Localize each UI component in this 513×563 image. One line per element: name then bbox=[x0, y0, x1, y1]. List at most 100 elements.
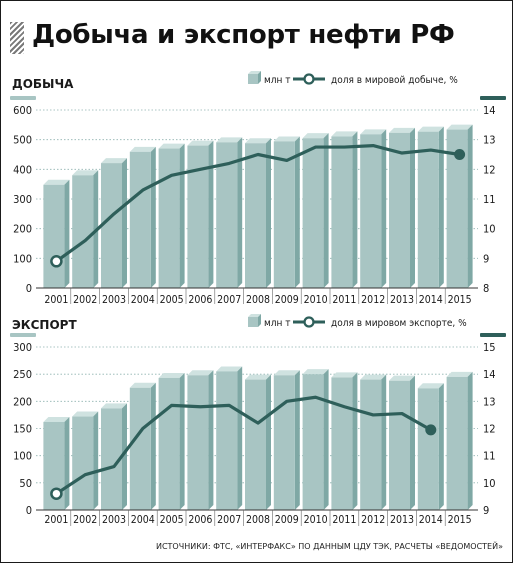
y-tick-left: 100 bbox=[13, 252, 32, 265]
bar-top bbox=[216, 137, 243, 143]
y-tick-right: 14 bbox=[483, 368, 496, 381]
x-tick-label: 2008 bbox=[246, 294, 270, 306]
legend-line-label: доля в мировой добыче, % bbox=[331, 74, 458, 86]
bar-top bbox=[331, 131, 358, 137]
bar bbox=[389, 132, 410, 288]
bar-side bbox=[438, 383, 444, 510]
legend-bar-swatch-top bbox=[248, 314, 261, 317]
bar bbox=[129, 387, 151, 510]
line-start-marker bbox=[50, 487, 63, 500]
bar bbox=[216, 142, 238, 288]
bar bbox=[187, 375, 209, 510]
bar-side bbox=[150, 382, 156, 510]
bar-side bbox=[266, 374, 271, 510]
y-tick-right: 10 bbox=[483, 477, 496, 490]
bar-top bbox=[72, 411, 99, 417]
bar-top bbox=[302, 369, 329, 375]
bar-top bbox=[158, 372, 185, 378]
bar-side bbox=[294, 136, 300, 288]
bar-side bbox=[64, 179, 70, 288]
bar bbox=[187, 145, 209, 288]
x-tick-label: 2002 bbox=[73, 294, 97, 306]
y-tick-right: 11 bbox=[483, 450, 496, 463]
share-line bbox=[55, 395, 432, 496]
left-axis-marker bbox=[10, 333, 36, 337]
y-tick-right: 12 bbox=[483, 423, 496, 436]
bar bbox=[273, 375, 295, 510]
x-tick-label: 2012 bbox=[361, 514, 385, 526]
x-tick-label: 2007 bbox=[217, 294, 241, 306]
x-tick-label: 2009 bbox=[275, 294, 299, 306]
right-axis-marker bbox=[480, 333, 506, 337]
bar bbox=[43, 184, 65, 288]
x-tick-label: 2001 bbox=[44, 514, 68, 526]
section-title: ЭКСПОРТ bbox=[12, 318, 77, 332]
x-tick-label: 2008 bbox=[246, 514, 270, 526]
bar-side bbox=[323, 369, 329, 510]
bar bbox=[43, 421, 65, 510]
bar-side bbox=[410, 375, 415, 510]
bar bbox=[446, 129, 468, 288]
y-tick-left: 250 bbox=[13, 368, 32, 381]
bar-top bbox=[446, 124, 473, 130]
bar-top bbox=[273, 370, 300, 376]
bar-side bbox=[381, 129, 387, 288]
line-start-marker bbox=[50, 255, 63, 268]
bar-side bbox=[237, 137, 243, 288]
bar-top bbox=[158, 143, 185, 149]
bar-side bbox=[208, 370, 214, 510]
x-tick-label: 2004 bbox=[131, 294, 155, 306]
x-tick-label: 2011 bbox=[332, 514, 356, 526]
x-tick-label: 2014 bbox=[419, 514, 443, 526]
y-tick-right: 14 bbox=[483, 104, 496, 117]
y-tick-left: 150 bbox=[13, 423, 32, 436]
x-tick-label: 2001 bbox=[44, 294, 68, 306]
bar bbox=[245, 379, 266, 510]
bar-top bbox=[417, 126, 444, 132]
section-title: ДОБЫЧА bbox=[12, 77, 74, 91]
x-tick-label: 2011 bbox=[332, 294, 356, 306]
bar-top bbox=[417, 383, 444, 389]
x-tick-label: 2005 bbox=[160, 294, 184, 306]
x-tick-label: 2002 bbox=[73, 514, 97, 526]
bar-side bbox=[352, 131, 358, 288]
y-tick-left: 100 bbox=[13, 450, 32, 463]
bar-top bbox=[389, 127, 415, 133]
legend-bar-swatch-top bbox=[248, 71, 261, 74]
bar-top bbox=[101, 158, 127, 164]
bar-side bbox=[179, 143, 185, 288]
x-tick-label: 2005 bbox=[160, 514, 184, 526]
y-tick-left: 200 bbox=[13, 395, 32, 408]
bar-side bbox=[467, 371, 473, 510]
x-tick-label: 2013 bbox=[390, 514, 414, 526]
legend-bar-swatch-side bbox=[258, 314, 261, 327]
x-tick-label: 2015 bbox=[448, 514, 472, 526]
bar-top bbox=[302, 133, 329, 139]
bar-top bbox=[43, 179, 70, 185]
y-tick-right: 11 bbox=[483, 193, 496, 206]
y-tick-left: 300 bbox=[13, 341, 32, 354]
bar bbox=[101, 163, 122, 288]
legend-bar-swatch bbox=[248, 317, 258, 327]
x-tick-label: 2007 bbox=[217, 514, 241, 526]
y-tick-right: 13 bbox=[483, 395, 496, 408]
bar bbox=[389, 380, 410, 510]
bar-top bbox=[331, 372, 358, 378]
bar bbox=[331, 136, 353, 288]
x-tick-label: 2003 bbox=[102, 514, 126, 526]
bar-side bbox=[237, 366, 243, 510]
x-tick-label: 2013 bbox=[390, 294, 414, 306]
bar bbox=[129, 151, 151, 288]
bar bbox=[417, 388, 439, 510]
bar bbox=[158, 148, 180, 288]
bar-top bbox=[389, 375, 415, 381]
bar-top bbox=[43, 416, 70, 422]
x-tick-label: 2014 bbox=[419, 294, 443, 306]
y-tick-left: 0 bbox=[26, 282, 32, 295]
bar bbox=[216, 371, 238, 510]
bar-side bbox=[352, 372, 358, 510]
legend-line-marker bbox=[303, 73, 315, 85]
x-tick-label: 2015 bbox=[448, 294, 472, 306]
legend-line-marker bbox=[303, 316, 315, 328]
y-tick-left: 600 bbox=[13, 104, 32, 117]
